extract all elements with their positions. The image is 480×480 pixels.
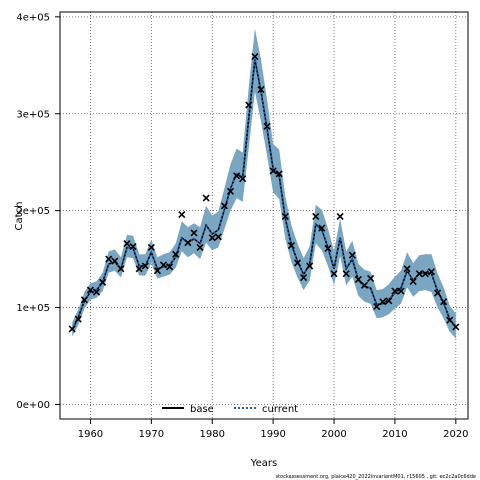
- observed-point: [440, 298, 448, 306]
- grid: [60, 12, 468, 419]
- observed-point: [257, 85, 265, 94]
- y-axis-title: Catch: [14, 202, 25, 231]
- observed-point: [367, 274, 375, 283]
- observed-point: [269, 167, 277, 175]
- observed-point: [391, 287, 399, 295]
- observed-point: [214, 233, 222, 241]
- observed-point: [129, 242, 137, 251]
- observed-point: [153, 267, 161, 275]
- observed-point: [354, 275, 362, 284]
- observed-point: [318, 224, 326, 232]
- x-tick-label: 1960: [78, 429, 103, 440]
- series-lines: [71, 59, 457, 331]
- observed-point: [385, 297, 393, 305]
- x-tick-label: 2010: [382, 429, 407, 440]
- observed-point: [190, 229, 198, 237]
- observed-point: [446, 316, 454, 324]
- observed-point: [92, 288, 101, 296]
- observed-point: [245, 101, 253, 109]
- observed-point: [281, 212, 289, 221]
- observed-point: [74, 315, 82, 323]
- observed-point: [86, 286, 95, 294]
- observed-point: [117, 265, 125, 273]
- observed-point: [415, 270, 423, 278]
- legend: base current: [162, 404, 298, 415]
- observed-point: [409, 277, 417, 285]
- observed-point: [233, 172, 241, 180]
- x-tick-label: 2020: [443, 429, 468, 440]
- observed-point: [403, 265, 411, 273]
- legend-base-label: base: [190, 404, 214, 415]
- observed-point: [379, 298, 387, 306]
- observed-point: [202, 194, 210, 202]
- observed-point: [421, 270, 429, 278]
- observed-point: [68, 325, 76, 333]
- observed-point: [196, 243, 204, 252]
- series-line-current: [71, 59, 457, 331]
- observed-point: [293, 259, 302, 267]
- observed-point: [111, 257, 119, 265]
- x-axis: 1960 1970 1980 1990 2000 2010 2020: [78, 419, 469, 440]
- observed-point: [184, 239, 192, 247]
- observed-point: [147, 243, 155, 252]
- footnote: stockassessment.org, plaice420_2022invar…: [275, 474, 476, 480]
- y-axis: 0e+00 1e+05 2e+05 3e+05 4e+05: [16, 12, 60, 411]
- observed-point: [141, 262, 149, 270]
- observed-point: [336, 212, 344, 221]
- y-tick-label: 3e+05: [16, 109, 50, 120]
- observed-point: [452, 323, 460, 331]
- observed-point: [80, 296, 88, 304]
- observed-point: [300, 273, 308, 282]
- observed-point: [373, 303, 381, 311]
- x-axis-title: Years: [250, 458, 277, 469]
- x-tick-label: 1980: [200, 429, 225, 440]
- observed-point: [226, 187, 235, 195]
- observed-point: [159, 261, 168, 269]
- y-tick-label: 1e+05: [16, 303, 50, 314]
- observed-point: [324, 244, 332, 253]
- observed-point: [239, 175, 247, 183]
- y-tick-label: 4e+05: [16, 12, 50, 23]
- observed-point: [287, 241, 295, 250]
- observed-point: [433, 289, 442, 297]
- observed-point: [312, 212, 320, 221]
- x-tick-label: 1970: [139, 429, 164, 440]
- x-tick-label: 1990: [260, 429, 285, 440]
- observed-point: [135, 265, 143, 273]
- observed-point: [275, 170, 283, 178]
- observed-point: [263, 122, 271, 130]
- observed-markers: [68, 53, 460, 333]
- observed-point: [330, 270, 338, 278]
- observed-point: [208, 234, 216, 242]
- observed-point: [342, 270, 350, 278]
- observed-point: [220, 202, 228, 210]
- y-tick-label: 2e+05: [16, 206, 50, 217]
- x-tick-label: 2000: [321, 429, 346, 440]
- observed-point: [105, 255, 113, 263]
- plot-frame: [59, 11, 469, 420]
- observed-point: [123, 240, 131, 248]
- observed-point: [427, 268, 436, 276]
- observed-point: [348, 251, 356, 259]
- observed-point: [251, 53, 259, 61]
- observed-point: [166, 263, 174, 271]
- observed-point: [397, 287, 405, 295]
- observed-point: [306, 262, 314, 270]
- ci-band: [72, 28, 456, 339]
- observed-point: [99, 278, 107, 286]
- confidence-band: [72, 28, 456, 339]
- legend-current-label: current: [262, 404, 298, 415]
- y-tick-label: 0e+00: [16, 400, 50, 411]
- observed-point: [172, 250, 180, 258]
- observed-point: [360, 281, 369, 289]
- observed-point: [178, 210, 186, 219]
